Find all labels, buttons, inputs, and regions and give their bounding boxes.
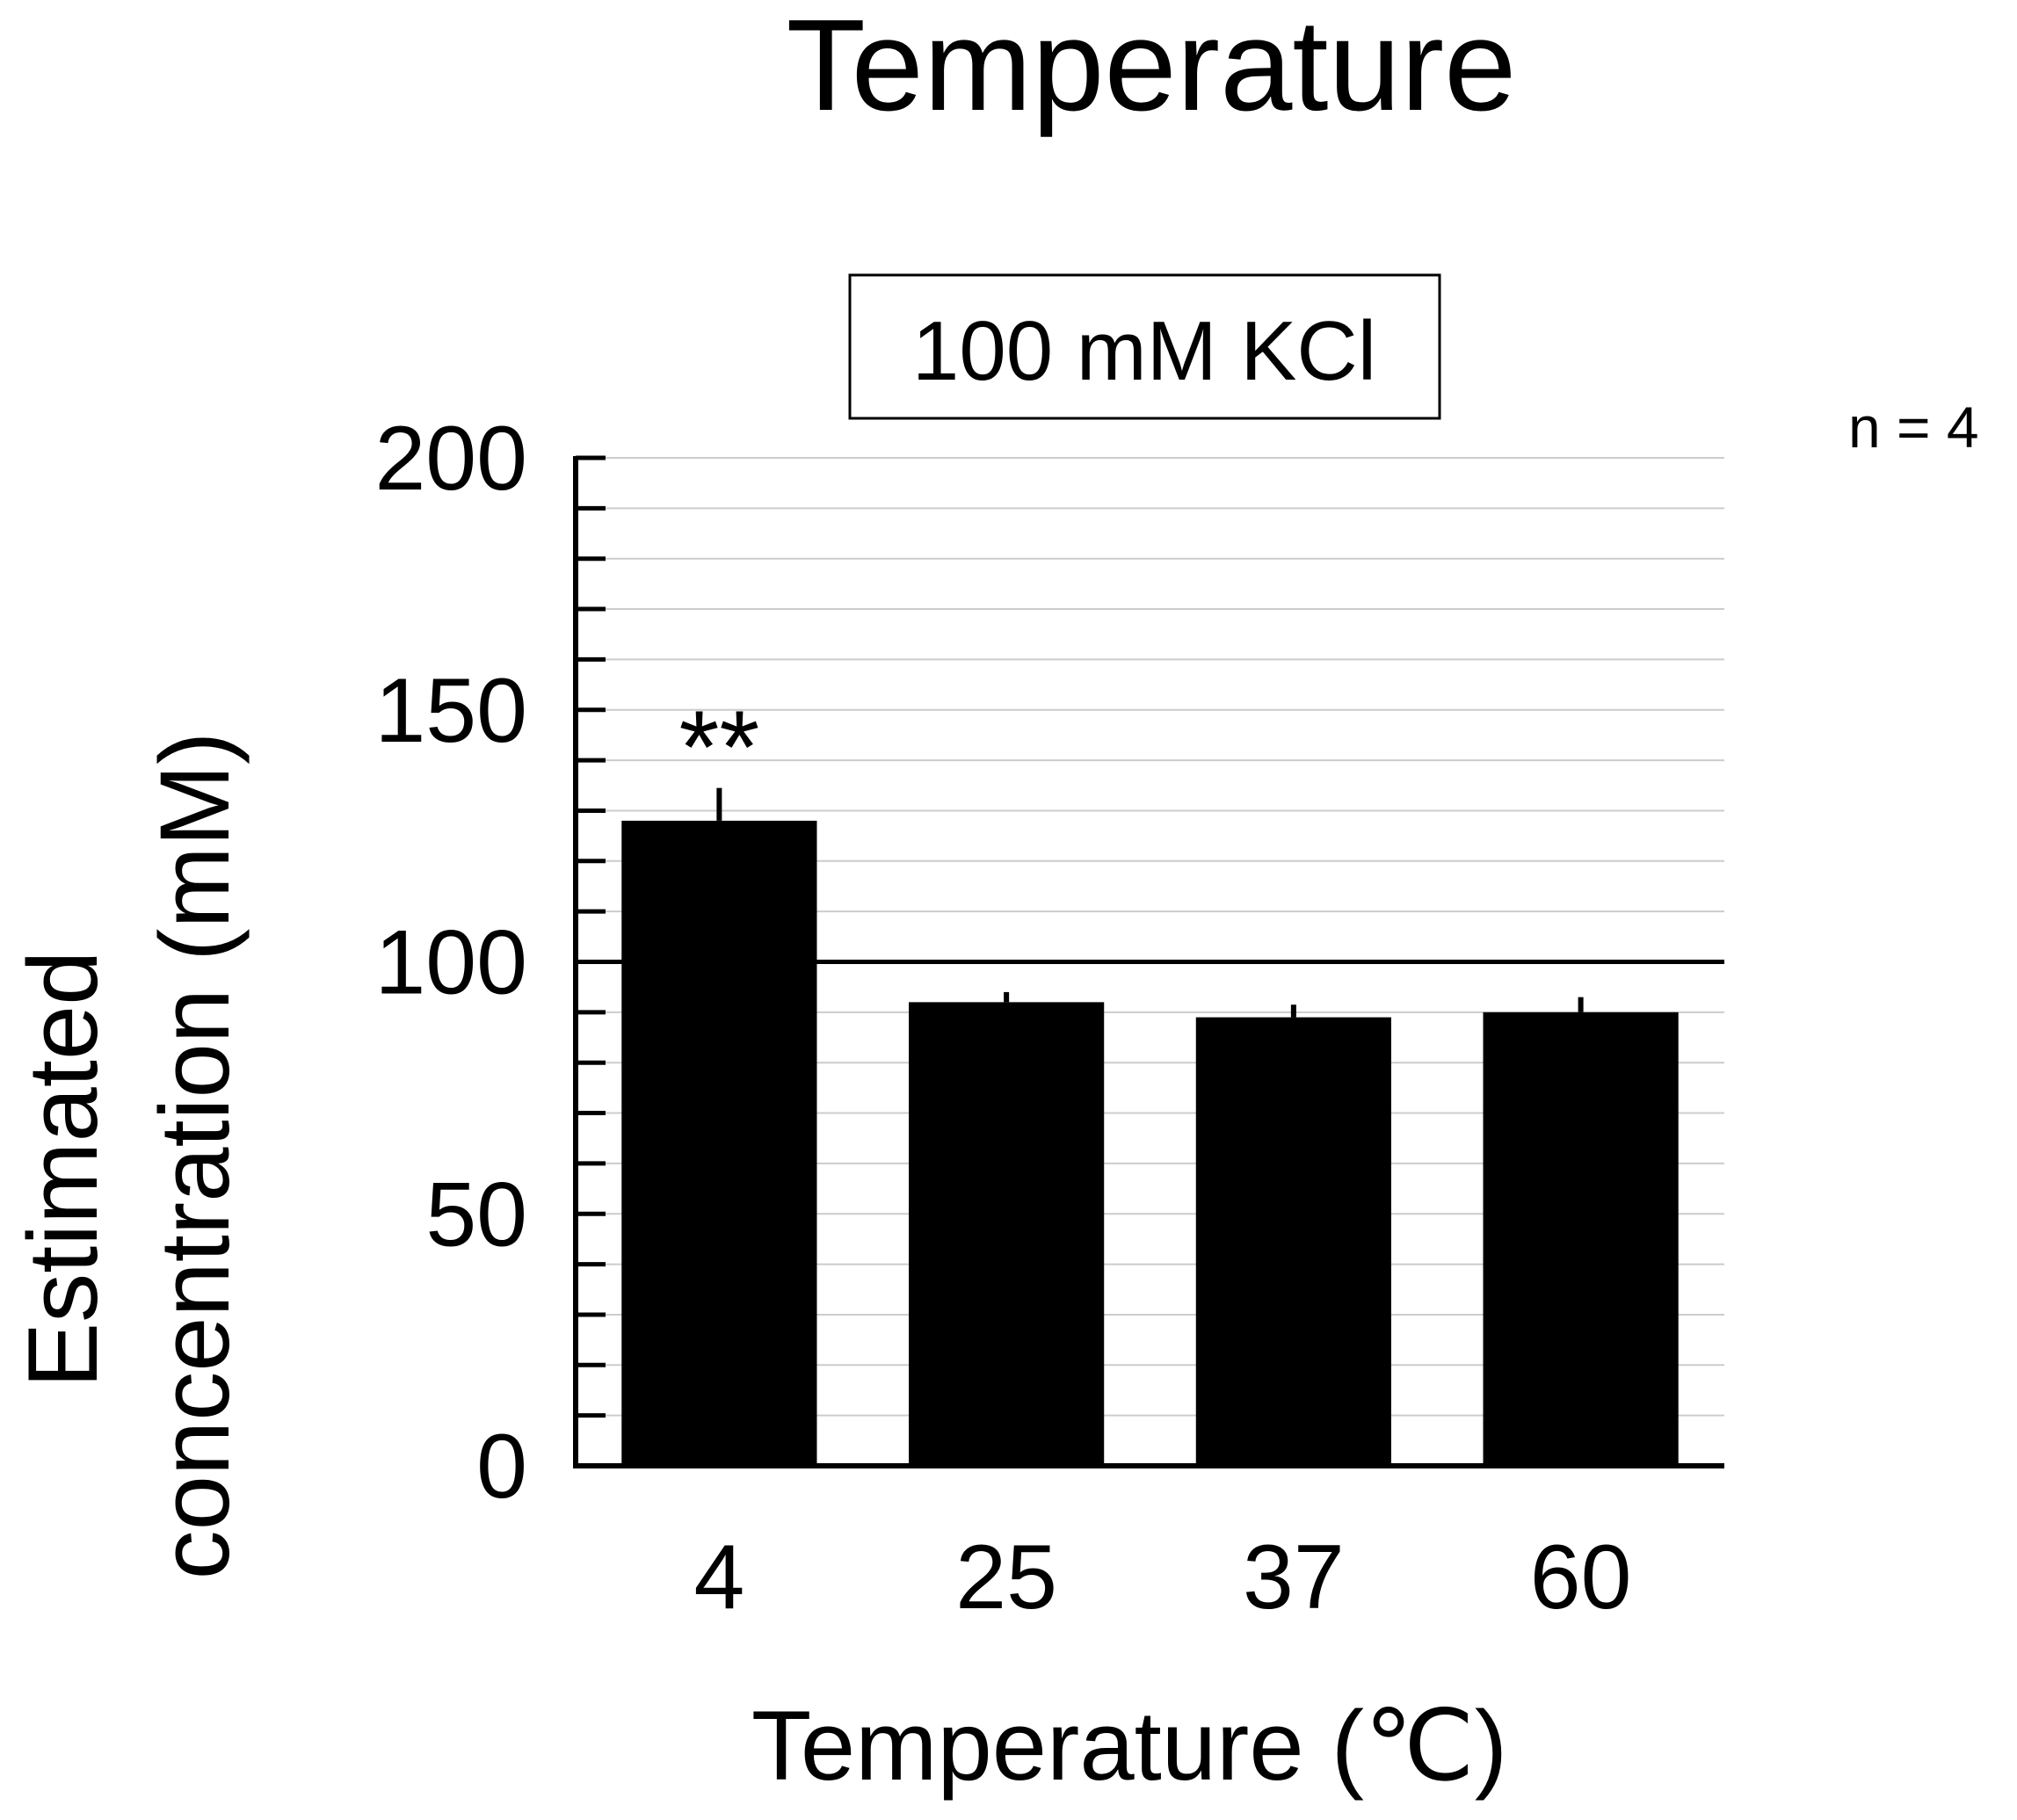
sample-size-note: n = 4	[1848, 395, 1979, 460]
x-tick-label: 60	[1530, 1526, 1632, 1628]
axes	[573, 455, 1724, 1468]
x-tick-label: 4	[693, 1526, 744, 1628]
bar	[1483, 1012, 1679, 1466]
bars	[621, 787, 1679, 1466]
y-tick-label: 0	[476, 1416, 527, 1518]
bar	[909, 1002, 1105, 1466]
y-axis-title-line-1: Estimated	[8, 951, 118, 1389]
x-axis-title: Temperature (℃)	[751, 1691, 1507, 1801]
condition-box: 100 mM KCl	[848, 273, 1441, 420]
y-tick-label: 100	[374, 912, 527, 1014]
chart-subtitle: 100 mM KCl	[912, 304, 1376, 398]
condition-box-border	[848, 273, 1441, 420]
y-axis-title-line-2: concentration (mM)	[140, 732, 250, 1580]
y-tick-label: 150	[374, 660, 527, 762]
bar	[1195, 1017, 1391, 1466]
axis-labels: ** 4 25 37 60 0 50 100 150 200	[374, 408, 1631, 1628]
y-tick-label: 200	[374, 408, 527, 510]
significance-marker: **	[678, 690, 759, 806]
bar	[621, 820, 817, 1466]
x-tick-label: 37	[1243, 1526, 1345, 1628]
chart-title: Temperature	[787, 0, 1517, 138]
y-axis-title: Estimated concentration (mM)	[8, 732, 250, 1580]
y-tick-label: 50	[425, 1164, 527, 1265]
x-tick-label: 25	[955, 1526, 1057, 1628]
